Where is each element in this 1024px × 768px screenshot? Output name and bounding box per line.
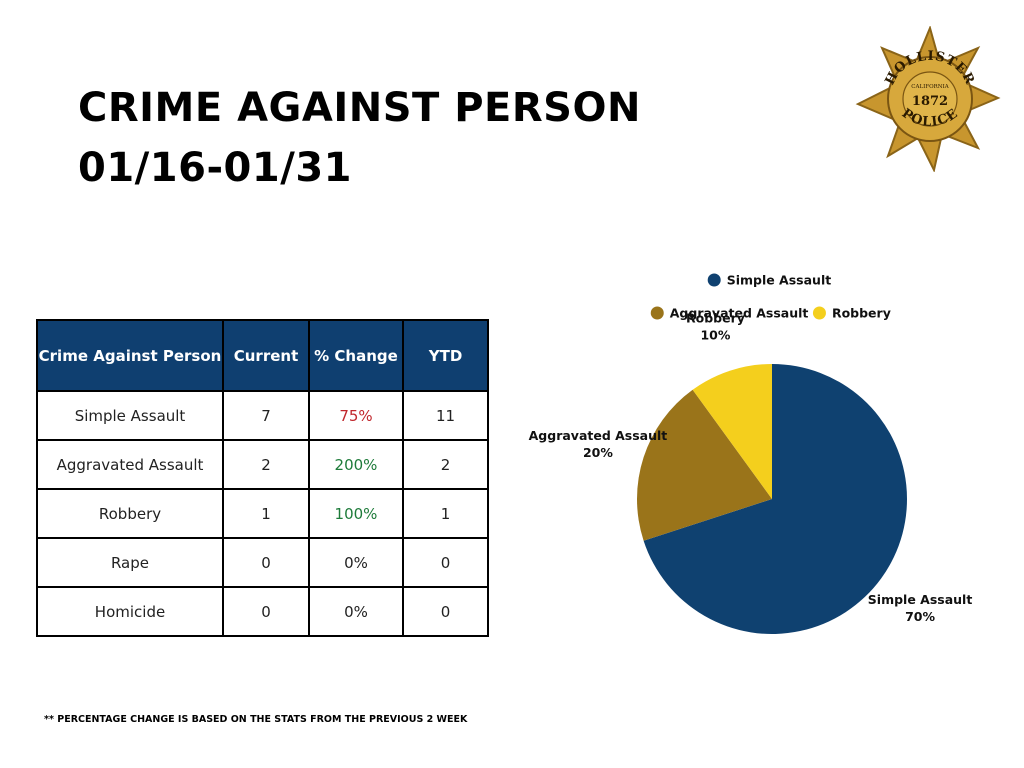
cell-change: 100% — [308, 488, 404, 539]
legend-label: Aggravated Assault — [670, 306, 809, 321]
pie-chart-svg: Simple Assault Aggravated Assault Robbery S… — [529, 273, 973, 634]
legend-item: Robbery — [812, 306, 891, 321]
cell-ytd: 2 — [402, 439, 489, 490]
cell-crime: Simple Assault — [36, 390, 224, 441]
cell-change: 200% — [308, 439, 404, 490]
table-row: Rape 0 0% 0 — [36, 537, 489, 588]
legend-item: Aggravated Assault — [650, 306, 809, 321]
table-row: Simple Assault 7 75% 11 — [36, 390, 489, 441]
table-header-row: Crime Against Person Current % Change YT… — [36, 319, 489, 392]
crime-pie-chart: Simple Assault Aggravated Assault Robbery S… — [500, 260, 1000, 660]
header-crime: Crime Against Person — [36, 319, 224, 392]
table-row: Robbery 1 100% 1 — [36, 488, 489, 539]
cell-current: 0 — [222, 586, 310, 637]
legend-item: Simple Assault — [707, 273, 832, 288]
badge-state-text: CALIFORNIA — [911, 84, 949, 90]
page-title: CRIME AGAINST PERSON 01/16-01/31 — [78, 78, 641, 198]
pie-data-label: Aggravated Assault 20% — [529, 428, 668, 460]
cell-crime: Homicide — [36, 586, 224, 637]
cell-crime: Rape — [36, 537, 224, 588]
table-row: Homicide 0 0% 0 — [36, 586, 489, 637]
pie-data-label: Robbery 10% — [686, 310, 745, 342]
cell-change: 75% — [308, 390, 404, 441]
cell-ytd: 0 — [402, 537, 489, 588]
footnote: ** PERCENTAGE CHANGE IS BASED ON THE STA… — [44, 714, 468, 725]
cell-current: 0 — [222, 537, 310, 588]
pie-slice — [643, 364, 907, 634]
pie-slice — [637, 389, 772, 541]
title-line-1: CRIME AGAINST PERSON — [78, 85, 641, 131]
header-change: % Change — [308, 319, 404, 392]
svg-text:POLICE: POLICE — [899, 106, 961, 130]
crime-stats-table: Crime Against Person Current % Change YT… — [36, 319, 489, 637]
badge-bottom-text: POLICE — [899, 106, 960, 130]
cell-current: 7 — [222, 390, 310, 441]
legend-swatch — [650, 306, 664, 320]
police-badge-logo: HOLLISTER CALIFORNIA 1872 POLICE — [855, 26, 1001, 172]
badge-year-text: 1872 — [912, 94, 948, 109]
cell-current: 2 — [222, 439, 310, 490]
header-current: Current — [222, 319, 310, 392]
cell-ytd: 11 — [402, 390, 489, 441]
legend-swatch — [812, 306, 826, 320]
pie-slice — [692, 364, 772, 499]
cell-crime: Aggravated Assault — [36, 439, 224, 490]
header-ytd: YTD — [402, 319, 489, 392]
cell-crime: Robbery — [36, 488, 224, 539]
table-row: Aggravated Assault 2 200% 2 — [36, 439, 489, 490]
title-line-2: 01/16-01/31 — [78, 145, 352, 191]
cell-change: 0% — [308, 586, 404, 637]
cell-ytd: 1 — [402, 488, 489, 539]
legend-swatch — [707, 273, 721, 287]
cell-ytd: 0 — [402, 586, 489, 637]
pie-data-label: Simple Assault 70% — [868, 592, 973, 624]
cell-current: 1 — [222, 488, 310, 539]
legend-label: Simple Assault — [727, 273, 832, 288]
cell-change: 0% — [308, 537, 404, 588]
legend-label: Robbery — [832, 306, 891, 321]
